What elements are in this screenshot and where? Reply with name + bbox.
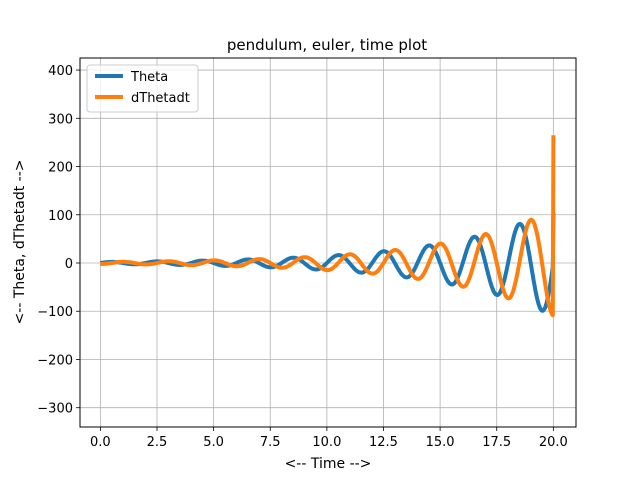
x-tick-label: 0.0 (90, 435, 111, 450)
x-tick-label: 17.5 (482, 435, 511, 450)
y-axis-label: <-- Theta, dThetadt --> (12, 160, 28, 325)
y-tick-label: 0 (65, 257, 73, 272)
x-tick-label: 10.0 (312, 435, 341, 450)
x-tick-label: 15.0 (426, 435, 455, 450)
x-tick-label: 20.0 (539, 435, 568, 450)
x-tick-label: 7.5 (260, 435, 281, 450)
y-tick-label: −100 (37, 305, 73, 320)
y-tick-label: 400 (48, 64, 73, 79)
y-tick-label: −300 (37, 402, 73, 417)
x-tick-label: 5.0 (203, 435, 224, 450)
y-tick-label: 200 (48, 161, 73, 176)
series-line-theta (98, 213, 556, 313)
legend: Theta dThetadt (86, 64, 199, 113)
chart-title: pendulum, euler, time plot (227, 36, 427, 54)
series-line-dthetadt (98, 135, 556, 318)
y-tick-label: 300 (48, 112, 73, 127)
series-lines (98, 135, 556, 318)
x-axis-label: <-- Time --> (285, 456, 372, 472)
x-tick-label: 12.5 (369, 435, 398, 450)
legend-label-theta: Theta (130, 70, 168, 85)
axis-ticks: 0.0 2.5 5.0 7.5 10.0 12.5 15.0 17.5 20.0 −300 −200… (37, 64, 568, 450)
x-tick-label: 2.5 (147, 435, 168, 450)
y-tick-label: −200 (37, 353, 73, 368)
grid (80, 58, 576, 427)
plot-area-frame (79, 57, 577, 428)
y-tick-label: 100 (48, 209, 73, 224)
legend-label-dthetadt: dThetadt (131, 91, 190, 106)
